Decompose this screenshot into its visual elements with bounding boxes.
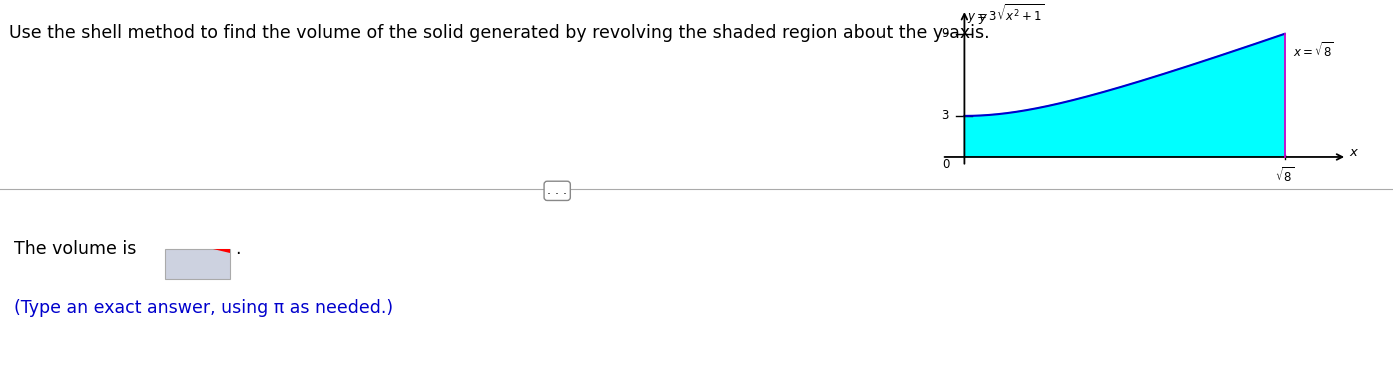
Polygon shape <box>213 249 230 252</box>
Text: 9: 9 <box>942 27 949 40</box>
Text: $y=3\sqrt{x^2+1}$: $y=3\sqrt{x^2+1}$ <box>967 3 1043 26</box>
Text: . . .: . . . <box>547 184 567 197</box>
Text: $x=\sqrt{8}$: $x=\sqrt{8}$ <box>1293 41 1333 59</box>
Text: y: y <box>978 11 986 23</box>
Polygon shape <box>964 34 1284 157</box>
Text: $\sqrt{8}$: $\sqrt{8}$ <box>1275 166 1294 185</box>
Text: .: . <box>235 240 241 258</box>
Text: 3: 3 <box>942 109 949 123</box>
FancyBboxPatch shape <box>164 249 230 279</box>
Text: (Type an exact answer, using π as needed.): (Type an exact answer, using π as needed… <box>14 299 393 317</box>
Text: x: x <box>1350 146 1357 159</box>
Text: Use the shell method to find the volume of the solid generated by revolving the : Use the shell method to find the volume … <box>10 24 990 42</box>
Text: The volume is: The volume is <box>14 240 137 258</box>
Text: 0: 0 <box>942 158 950 171</box>
